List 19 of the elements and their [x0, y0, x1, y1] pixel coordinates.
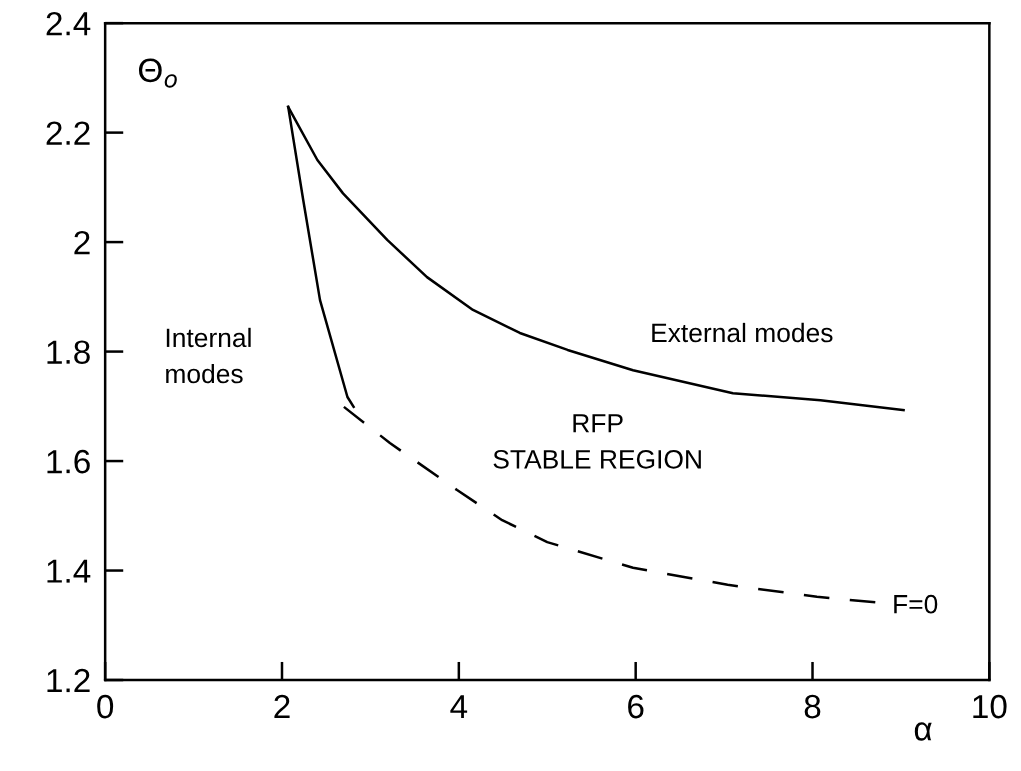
y-tick-label: 2	[74, 230, 90, 255]
y-tick-label: 2.4	[46, 11, 91, 36]
x-tick-label: 2	[274, 694, 290, 719]
y-tick-label: 1.2	[47, 668, 90, 693]
y-tick-label: 2.2	[46, 121, 90, 145]
x-axis-title: α	[914, 722, 932, 741]
x-tick-label: 8	[804, 694, 821, 719]
y-axis-title: Θ$_{o}$	[138, 58, 177, 88]
x-tick-label: 4	[450, 695, 468, 719]
annotation: RFP STABLE REGION	[493, 414, 701, 469]
x-tick-label: 6	[628, 694, 644, 719]
x-tick-label: 0	[97, 694, 114, 719]
y-tick-label: 1.6	[47, 449, 90, 474]
annotation: F=0	[894, 594, 938, 614]
x-tick-label: 10	[973, 694, 1007, 719]
y-tick-label: 1.4	[47, 559, 91, 583]
annotation: Internal modes	[166, 327, 251, 384]
y-tick-label: 1.8	[47, 340, 90, 364]
annotation: External modes	[652, 322, 833, 343]
